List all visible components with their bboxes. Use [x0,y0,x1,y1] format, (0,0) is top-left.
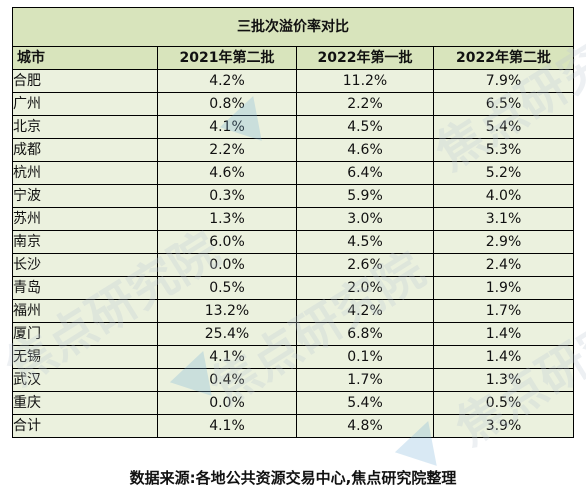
value-cell: 3.9% [433,414,574,438]
table-row: 武汉 0.4% 1.7% 1.3% [12,368,574,392]
table-row: 宁波 0.3% 5.9% 4.0% [12,184,574,208]
source-note: 数据来源:各地公共资源交易中心,焦点研究院整理 [129,469,457,487]
value-cell: 6.0% [157,230,297,254]
city-cell: 南京 [12,230,158,254]
value-cell: 1.7% [433,299,574,323]
header-2022-batch-1: 2022年第一批 [296,46,434,70]
value-cell: 0.0% [157,391,297,415]
value-cell: 11.2% [296,69,434,93]
value-cell: 4.6% [157,161,297,185]
city-cell: 青岛 [12,276,158,300]
value-cell: 0.1% [296,345,434,369]
table-row: 福州 13.2% 4.2% 1.7% [12,299,574,323]
value-cell: 4.1% [157,115,297,139]
city-cell: 重庆 [12,391,158,415]
value-cell: 0.5% [433,391,574,415]
value-cell: 0.4% [157,368,297,392]
value-cell: 5.4% [296,391,434,415]
city-cell: 广州 [12,92,158,116]
table-title: 三批次溢价率对比 [12,7,574,47]
value-cell: 3.0% [296,207,434,231]
value-cell: 3.1% [433,207,574,231]
city-cell: 苏州 [12,207,158,231]
value-cell: 0.5% [157,276,297,300]
city-cell: 武汉 [12,368,158,392]
value-cell: 4.2% [296,299,434,323]
city-cell: 福州 [12,299,158,323]
city-cell: 宁波 [12,184,158,208]
value-cell: 1.7% [296,368,434,392]
value-cell: 6.5% [433,92,574,116]
table-row: 南京 6.0% 4.5% 2.9% [12,230,574,254]
city-cell: 长沙 [12,253,158,277]
value-cell: 1.4% [433,322,574,346]
table-row: 成都 2.2% 4.6% 5.3% [12,138,574,162]
table-row: 厦门 25.4% 6.8% 1.4% [12,322,574,346]
value-cell: 2.6% [296,253,434,277]
value-cell: 0.0% [157,253,297,277]
value-cell: 5.9% [296,184,434,208]
table-row: 苏州 1.3% 3.0% 3.1% [12,207,574,231]
city-cell: 厦门 [12,322,158,346]
header-2022-batch-2: 2022年第二批 [433,46,574,70]
value-cell: 2.0% [296,276,434,300]
table-row: 重庆 0.0% 5.4% 0.5% [12,391,574,415]
city-cell: 合计 [12,414,158,438]
table-row: 青岛 0.5% 2.0% 1.9% [12,276,574,300]
table-title-row: 三批次溢价率对比 [12,7,574,47]
value-cell: 2.2% [157,138,297,162]
value-cell: 1.9% [433,276,574,300]
table-row: 北京 4.1% 4.5% 5.4% [12,115,574,139]
city-cell: 合肥 [12,69,158,93]
value-cell: 5.4% [433,115,574,139]
city-cell: 杭州 [12,161,158,185]
table-header-row: 城市 2021年第二批 2022年第一批 2022年第二批 [12,46,574,70]
value-cell: 1.4% [433,345,574,369]
value-cell: 1.3% [433,368,574,392]
header-city: 城市 [12,46,158,70]
value-cell: 25.4% [157,322,297,346]
value-cell: 0.8% [157,92,297,116]
table-row: 杭州 4.6% 6.4% 5.2% [12,161,574,185]
value-cell: 0.3% [157,184,297,208]
premium-rate-table: 三批次溢价率对比 城市 2021年第二批 2022年第一批 2022年第二批 合… [12,7,574,438]
value-cell: 7.9% [433,69,574,93]
value-cell: 2.4% [433,253,574,277]
header-2021-batch-2: 2021年第二批 [157,46,297,70]
table-row: 无锡 4.1% 0.1% 1.4% [12,345,574,369]
value-cell: 5.2% [433,161,574,185]
table-row: 长沙 0.0% 2.6% 2.4% [12,253,574,277]
value-cell: 4.1% [157,414,297,438]
value-cell: 4.2% [157,69,297,93]
value-cell: 1.3% [157,207,297,231]
value-cell: 4.5% [296,115,434,139]
city-cell: 成都 [12,138,158,162]
value-cell: 4.8% [296,414,434,438]
value-cell: 5.3% [433,138,574,162]
value-cell: 13.2% [157,299,297,323]
city-cell: 北京 [12,115,158,139]
table-row-total: 合计 4.1% 4.8% 3.9% [12,414,574,438]
value-cell: 4.6% [296,138,434,162]
value-cell: 2.9% [433,230,574,254]
value-cell: 4.5% [296,230,434,254]
table-row: 合肥 4.2% 11.2% 7.9% [12,69,574,93]
city-cell: 无锡 [12,345,158,369]
value-cell: 4.1% [157,345,297,369]
table-row: 广州 0.8% 2.2% 6.5% [12,92,574,116]
value-cell: 4.0% [433,184,574,208]
value-cell: 6.4% [296,161,434,185]
value-cell: 6.8% [296,322,434,346]
value-cell: 2.2% [296,92,434,116]
